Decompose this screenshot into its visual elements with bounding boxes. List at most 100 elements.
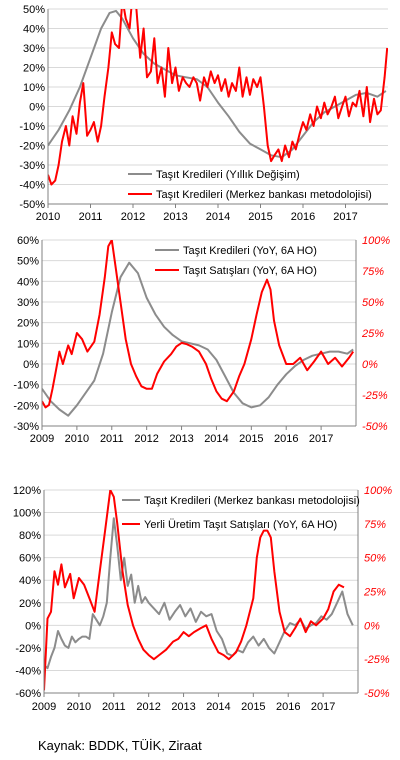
x-tick-label: 2009 [30,433,54,445]
chart2-legend: Taşıt Kredileri (YoY, 6A HO) Taşıt Satışl… [155,245,317,277]
y-tick-label: -40% [19,180,45,192]
x-tick-label: 2013 [171,701,195,713]
x-tick-label: 2017 [311,701,335,713]
x-tick-label: 2012 [134,433,158,445]
chart-vehicle-loans-vs-domestic-sales: 120% 100% 80% 60% 40% 20% 0% -20% -40% -60% 100% 7… [13,485,392,713]
y-tick-label: 40% [23,24,45,36]
y-tick-label: 20% [19,598,41,610]
series-line-red [44,490,345,691]
y2-tick-label: 0% [364,620,380,632]
x-tick-label: 2015 [239,433,263,445]
y-tick-label: 40% [19,575,41,587]
y2-tick-label: 0% [362,359,378,371]
x-tick-label: 2016 [291,211,315,223]
y-tick-label: 10% [23,82,45,94]
legend-label: Taşıt Kredileri (YoY, 6A HO) [183,245,317,257]
y2-tick-label: 50% [364,553,386,565]
y-tick-label: -60% [15,688,41,700]
chart3-legend: Taşıt Kredileri (Merkez bankası metodolo… [122,495,360,531]
chart2-x-tick-labels: 2009 2010 2011 2012 2013 2014 2015 2016 2017 [30,433,334,445]
legend-label: Taşıt Satışları (YoY, 6A HO) [183,265,317,277]
chart3-y2-tick-labels: 100% 75% 50% 25% 0% -25% -50% [363,485,392,700]
x-tick-label: 2015 [248,211,272,223]
chart1-legend: Taşıt Kredileri (Yıllık Değişim) Taşıt Kr… [128,169,372,201]
y-tick-label: 10% [17,338,39,350]
y2-tick-label: -25% [364,654,390,666]
y-tick-label: -10% [19,121,45,133]
y-tick-label: -20% [13,400,39,412]
x-tick-label: 2014 [206,701,230,713]
y-tick-label: -30% [19,160,45,172]
y2-tick-label: 50% [362,297,384,309]
y2-tick-label: 75% [364,519,386,531]
chart3-y-tick-labels: 120% 100% 80% 60% 40% 20% 0% -20% -40% -60% [13,485,41,700]
y2-tick-label: -50% [364,688,390,700]
y2-tick-label: 100% [364,485,392,497]
x-tick-label: 2016 [276,701,300,713]
y-tick-label: -20% [15,643,41,655]
y-tick-label: 50% [17,256,39,268]
y-tick-label: 0% [25,620,41,632]
chart-vehicle-loans-vs-sales: 60% 50% 40% 30% 20% 10% 0% -10% -20% -30% 100% 75%… [13,235,390,445]
y-tick-label: 120% [13,485,41,497]
y-tick-label: 50% [23,4,45,16]
chart2-axes [41,240,357,430]
y-tick-label: -50% [19,199,45,211]
y-tick-label: 30% [23,43,45,55]
y-tick-label: 40% [17,276,39,288]
chart3-series [44,490,354,691]
y-tick-label: 20% [23,63,45,75]
y-tick-label: 30% [17,297,39,309]
x-tick-label: 2014 [206,211,230,223]
y-tick-label: -40% [15,665,41,677]
y2-tick-label: -50% [362,421,388,433]
chart-vehicle-loans-annual: 50% 40% 30% 20% 10% 0% -10% -20% -30% -40% -50% 20… [19,4,388,223]
y-tick-label: -10% [13,380,39,392]
y-tick-label: 0% [29,102,45,114]
x-tick-label: 2009 [32,701,56,713]
x-tick-label: 2017 [309,433,333,445]
x-tick-label: 2014 [204,433,228,445]
y-tick-label: 20% [17,318,39,330]
legend-label: Yerli Üretim Taşıt Satışları (YoY, 6A HO… [144,519,337,531]
y-tick-label: 60% [19,553,41,565]
y2-tick-label: 100% [362,235,390,247]
chart1-axes [47,9,388,208]
x-tick-label: 2010 [67,701,91,713]
chart2-y2-tick-labels: 100% 75% 50% 25% 0% -25% -50% [361,235,390,433]
x-tick-label: 2016 [274,433,298,445]
x-tick-label: 2010 [36,211,60,223]
x-tick-label: 2012 [121,211,145,223]
x-tick-label: 2011 [100,433,124,445]
series-line-red [48,9,388,186]
chart1-y-tick-labels: 50% 40% 30% 20% 10% 0% -10% -20% -30% -40% -50% [19,4,45,211]
x-tick-label: 2010 [65,433,89,445]
chart3-x-tick-labels: 2009 2010 2011 2012 2013 2014 2015 2016 2017 [32,701,336,713]
x-tick-label: 2013 [169,433,193,445]
x-tick-label: 2017 [333,211,357,223]
chart2-series [42,240,355,417]
chart2-y-tick-labels: 60% 50% 40% 30% 20% 10% 0% -10% -20% -30% [13,235,39,433]
chart3-gridlines [44,489,358,694]
series-line-red [42,240,355,409]
y2-tick-label: 25% [361,328,384,340]
x-tick-label: 2015 [241,701,265,713]
x-tick-label: 2012 [136,701,160,713]
series-line-gray [44,517,354,670]
y-tick-label: 80% [19,530,41,542]
y2-tick-label: -25% [362,390,388,402]
y2-tick-label: 25% [363,587,386,599]
chart1-series [48,9,388,186]
y2-tick-label: 75% [362,266,384,278]
y-tick-label: 60% [17,235,39,247]
legend-label: Taşıt Kredileri (Yıllık Değişim) [156,169,300,181]
y-tick-label: 0% [23,359,39,371]
y-tick-label: 100% [13,508,41,520]
legend-label: Taşıt Kredileri (Merkez bankası metodolo… [156,189,372,201]
source-note: Kaynak: BDDK, TÜİK, Ziraat [38,738,202,753]
series-line-gray [42,261,354,417]
chart1-x-tick-labels: 2010 2011 2012 2013 2014 2015 2016 2017 [36,211,358,223]
x-tick-label: 2011 [79,211,103,223]
chart3-axes [43,490,359,697]
x-tick-label: 2013 [163,211,187,223]
